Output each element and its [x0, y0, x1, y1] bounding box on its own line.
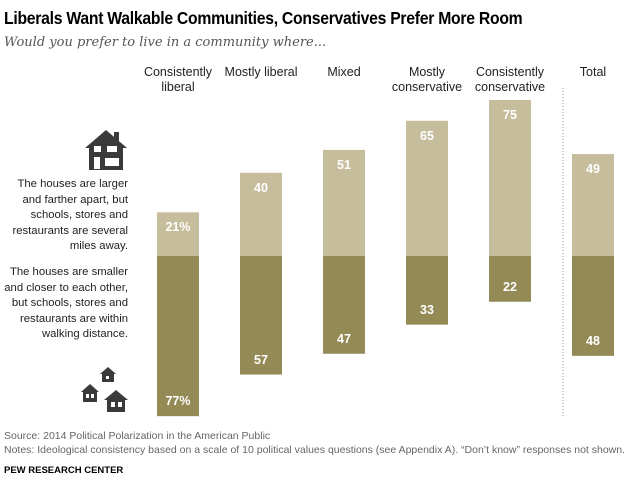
value-label-bottom: 57: [254, 352, 268, 367]
bar-top: [157, 212, 199, 256]
bar-bottom: [240, 256, 282, 375]
bar-bottom: [157, 256, 199, 417]
category-label: Mixed: [327, 65, 361, 79]
bar-top: [240, 172, 282, 256]
bar-bottom: [489, 256, 531, 302]
value-label-top: 65: [420, 128, 434, 143]
value-label-bottom: 77%: [165, 394, 191, 409]
value-label-top: 49: [586, 162, 600, 177]
source-note: Source: 2014 Political Polarization in t…: [4, 430, 271, 442]
category-label: Consistently liberal: [143, 65, 213, 94]
value-label-top: 21%: [165, 220, 191, 235]
notes: Notes: Ideological consistency based on …: [4, 444, 626, 456]
large-house-icon: [85, 130, 127, 170]
value-label-bottom: 48: [586, 333, 600, 348]
value-label-bottom: 22: [503, 279, 517, 294]
bar-bottom: [406, 256, 448, 325]
value-label-top: 75: [503, 108, 517, 122]
value-label-top: 40: [254, 180, 268, 195]
category-label: Mostly conservative: [391, 65, 463, 94]
legend-bottom-label: The houses are smaller and closer to eac…: [4, 266, 128, 340]
chart-subtitle: Would you prefer to live in a community …: [4, 35, 327, 50]
bar-bottom: [572, 256, 614, 356]
bar-bottom: [323, 256, 365, 354]
value-label-top: 51: [337, 157, 351, 172]
chart-title: Liberals Want Walkable Communities, Cons…: [4, 8, 523, 28]
bar-top: [323, 149, 365, 256]
value-label-bottom: 33: [420, 302, 434, 317]
brand: PEW RESEARCH CENTER: [4, 465, 124, 476]
category-label: Consistently conservative: [474, 65, 546, 94]
category-label: Total: [579, 65, 607, 79]
legend-top-label: The houses are larger and farther apart,…: [12, 178, 128, 252]
bar-top: [572, 154, 614, 256]
bar-top: [406, 120, 448, 256]
category-label: Mostly liberal: [224, 65, 298, 79]
value-label-bottom: 47: [337, 331, 351, 346]
bar-top: [489, 100, 531, 256]
small-houses-icon: [81, 367, 128, 412]
